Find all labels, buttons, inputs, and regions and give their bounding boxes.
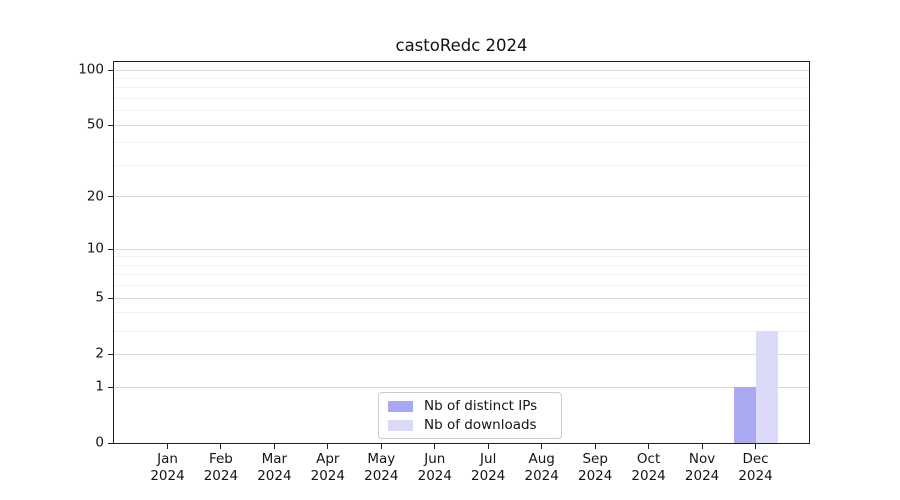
x-tick-year: 2024 — [631, 467, 666, 484]
x-tick-label: Dec 2024 — [723, 451, 789, 484]
x-tick-month: Nov — [688, 451, 716, 467]
x-tick-mark — [167, 444, 168, 449]
x-tick-mark — [380, 444, 382, 449]
x-tick-label: Jul 2024 — [455, 451, 521, 484]
gridline-major — [114, 69, 809, 71]
legend: Nb of distinct IPs Nb of downloads — [378, 392, 562, 439]
gridline-major — [114, 124, 809, 126]
gridline-minor — [114, 165, 809, 166]
x-tick-month: Apr — [316, 451, 340, 467]
gridline-minor — [114, 87, 809, 89]
legend-item-distinct-ips: Nb of distinct IPs — [388, 398, 561, 414]
y-tick-label: 5 — [95, 289, 104, 306]
legend-swatch-distinct-ips — [388, 400, 413, 412]
x-tick-label: Sep 2024 — [562, 451, 628, 484]
gridline-major — [114, 386, 809, 388]
chart-title: castoRedc 2024 — [395, 36, 528, 55]
y-tick-mark — [108, 248, 113, 250]
gridline-minor — [114, 98, 809, 99]
x-tick-year: 2024 — [364, 467, 399, 484]
gridline-minor — [114, 285, 809, 287]
y-tick-label: 2 — [95, 345, 104, 362]
x-tick-mark — [487, 444, 489, 449]
gridline-minor — [114, 312, 809, 314]
x-tick-label: Jan 2024 — [135, 451, 201, 484]
x-tick-label: Oct 2024 — [616, 451, 682, 484]
x-tick-month: Oct — [636, 451, 661, 467]
gridline-minor — [114, 256, 809, 258]
y-tick-mark — [108, 353, 113, 355]
plot-area: Nb of distinct IPs Nb of downloads — [113, 61, 810, 444]
x-tick-mark — [701, 444, 703, 449]
x-tick-year: 2024 — [417, 467, 452, 484]
x-tick-year: 2024 — [578, 467, 613, 484]
bar-distinct-ips — [733, 387, 756, 443]
legend-label-downloads: Nb of downloads — [424, 417, 537, 433]
gridline-major — [114, 196, 809, 198]
x-tick-month: Feb — [208, 451, 233, 467]
x-tick-year: 2024 — [257, 467, 292, 484]
x-tick-year: 2024 — [203, 467, 239, 484]
x-tick-year: 2024 — [471, 467, 506, 484]
legend-label-distinct-ips: Nb of distinct IPs — [424, 398, 538, 414]
x-tick-mark — [220, 444, 222, 449]
gridline-major — [114, 353, 809, 355]
x-tick-mark — [541, 444, 543, 449]
y-tick-mark — [108, 386, 113, 388]
gridline-minor — [114, 77, 809, 79]
x-tick-month: Aug — [528, 451, 555, 467]
x-tick-year: 2024 — [738, 467, 773, 484]
y-tick-label: 1 — [95, 378, 104, 395]
gridline-minor — [114, 330, 809, 332]
y-tick-label: 0 — [95, 434, 104, 451]
y-tick-label: 50 — [86, 116, 104, 133]
gridline-major — [114, 248, 809, 250]
x-tick-year: 2024 — [524, 467, 559, 484]
x-tick-mark — [273, 444, 275, 449]
y-tick-mark — [108, 442, 113, 444]
legend-swatch-downloads — [388, 419, 413, 431]
y-tick-label: 20 — [86, 188, 104, 205]
x-tick-month: Jun — [424, 451, 446, 467]
y-tick-mark — [108, 196, 113, 198]
gridline-minor — [114, 110, 809, 112]
x-tick-label: Jun 2024 — [402, 451, 468, 484]
x-tick-month: Dec — [742, 451, 769, 467]
y-tick-mark — [108, 297, 113, 299]
x-tick-label: May 2024 — [348, 451, 414, 484]
x-tick-month: May — [367, 451, 396, 467]
y-tick-label: 100 — [78, 61, 104, 78]
x-tick-mark — [755, 444, 756, 449]
x-tick-label: Feb 2024 — [188, 451, 254, 484]
y-tick-mark — [108, 124, 113, 126]
x-tick-mark — [594, 444, 596, 449]
x-tick-mark — [327, 444, 329, 449]
x-tick-month: Jan — [157, 451, 178, 467]
y-tick-label: 10 — [86, 240, 104, 257]
gridline-minor — [114, 274, 809, 276]
x-tick-mark — [434, 444, 436, 449]
x-tick-label: Mar 2024 — [241, 451, 307, 484]
x-tick-month: Sep — [582, 451, 608, 467]
x-tick-label: Apr 2024 — [295, 451, 361, 484]
x-tick-year: 2024 — [310, 467, 345, 484]
gridline-major — [114, 297, 809, 299]
gridline-minor — [114, 142, 809, 144]
x-tick-year: 2024 — [150, 467, 185, 484]
x-tick-month: Jul — [480, 451, 497, 467]
x-tick-mark — [648, 444, 650, 449]
x-tick-month: Mar — [261, 451, 288, 467]
legend-item-downloads: Nb of downloads — [388, 417, 561, 433]
x-tick-year: 2024 — [684, 467, 720, 484]
x-tick-label: Aug 2024 — [509, 451, 575, 484]
y-tick-mark — [108, 69, 113, 71]
bar-downloads — [755, 331, 778, 443]
gridline-minor — [114, 264, 809, 266]
x-tick-label: Nov 2024 — [669, 451, 735, 484]
